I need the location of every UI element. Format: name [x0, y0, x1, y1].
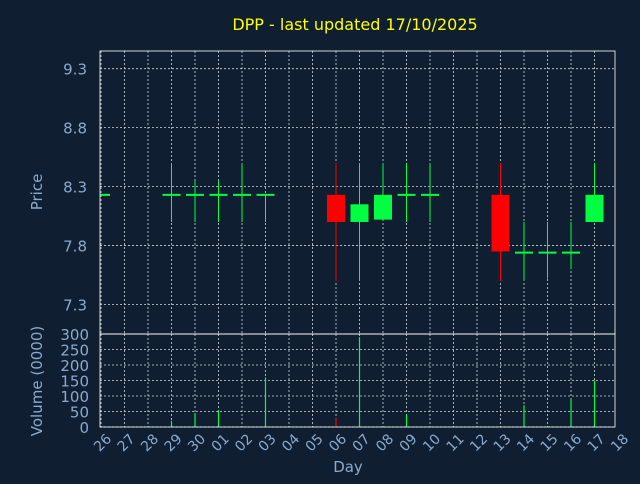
- candle-body: [327, 194, 345, 222]
- chart-title: DPP - last updated 17/10/2025: [232, 15, 477, 34]
- price-tick-label: 9.3: [63, 61, 87, 79]
- x-tick-label: 26: [91, 431, 115, 455]
- x-tick-label: 17: [585, 431, 609, 455]
- price-tick-label: 7.3: [63, 297, 87, 315]
- volume-axis-label: Volume (0000): [28, 326, 46, 436]
- x-tick-label: 05: [303, 431, 327, 455]
- x-tick-label: 10: [420, 431, 444, 455]
- x-tick-label: 08: [373, 431, 397, 455]
- x-tick-label: 11: [444, 431, 468, 455]
- x-tick-label: 16: [561, 431, 585, 455]
- candle-30: [186, 180, 204, 222]
- candle-10: [421, 163, 439, 222]
- x-tick-label: 13: [491, 431, 515, 455]
- x-tick-label: 09: [397, 431, 421, 455]
- candle-06: [327, 163, 345, 281]
- x-tick-label: 07: [350, 431, 374, 455]
- candle-14: [515, 221, 533, 281]
- volume-tick-label: 300: [60, 326, 89, 344]
- volume-tick-label: 200: [60, 357, 89, 375]
- x-tick-label: 14: [514, 431, 538, 455]
- x-tick-label: 12: [467, 431, 491, 455]
- candle-15: [538, 221, 557, 279]
- candle-07: [350, 163, 369, 281]
- candle-16: [562, 221, 580, 270]
- volume-tick-label: 0: [79, 419, 89, 437]
- candle-01: [209, 180, 228, 222]
- candle-body: [350, 204, 369, 222]
- candle-13: [491, 163, 510, 281]
- x-tick-label: 30: [185, 431, 209, 455]
- x-tick-label: 18: [608, 431, 632, 455]
- price-panel-frame: [99, 50, 616, 335]
- price-tick-label: 8.8: [63, 120, 87, 138]
- x-tick-label: 06: [326, 431, 350, 455]
- candle-17: [585, 163, 604, 222]
- volume-tick-label: 50: [70, 404, 89, 422]
- volume-bars: [170, 337, 596, 427]
- candle-02: [233, 163, 251, 222]
- x-tick-label: 04: [279, 431, 303, 455]
- x-tick-label: 15: [538, 431, 562, 455]
- price-tick-label: 7.8: [63, 238, 87, 256]
- grid-layer: [100, 51, 615, 428]
- x-tick-label: 01: [209, 431, 233, 455]
- volume-panel-frame: [99, 333, 616, 428]
- x-tick-label: 02: [232, 431, 256, 455]
- volume-tick-label: 250: [60, 342, 89, 360]
- x-tick-label: 03: [256, 431, 280, 455]
- candle-08: [374, 163, 392, 220]
- candle-body: [491, 194, 510, 252]
- volume-tick-label: 150: [60, 373, 89, 391]
- x-tick-label: 29: [162, 431, 186, 455]
- price-tick-label: 8.3: [63, 179, 87, 197]
- x-tick-label: 27: [115, 431, 139, 455]
- candle-09: [397, 163, 416, 222]
- x-axis-label: Day: [333, 458, 363, 476]
- candles: [100, 163, 604, 281]
- candle-03: [256, 193, 275, 222]
- candle-body: [374, 194, 392, 220]
- candle-body: [585, 194, 604, 222]
- candle-29: [162, 163, 181, 222]
- volume-tick-label: 100: [60, 388, 89, 406]
- x-tick-label: 28: [138, 431, 162, 455]
- axis-labels: 26 27 28 29 30 01 02 03 04 05 06 07 08 09 10 11 12 13 14 15…: [60, 61, 632, 455]
- price-axis-label: Price: [28, 174, 46, 211]
